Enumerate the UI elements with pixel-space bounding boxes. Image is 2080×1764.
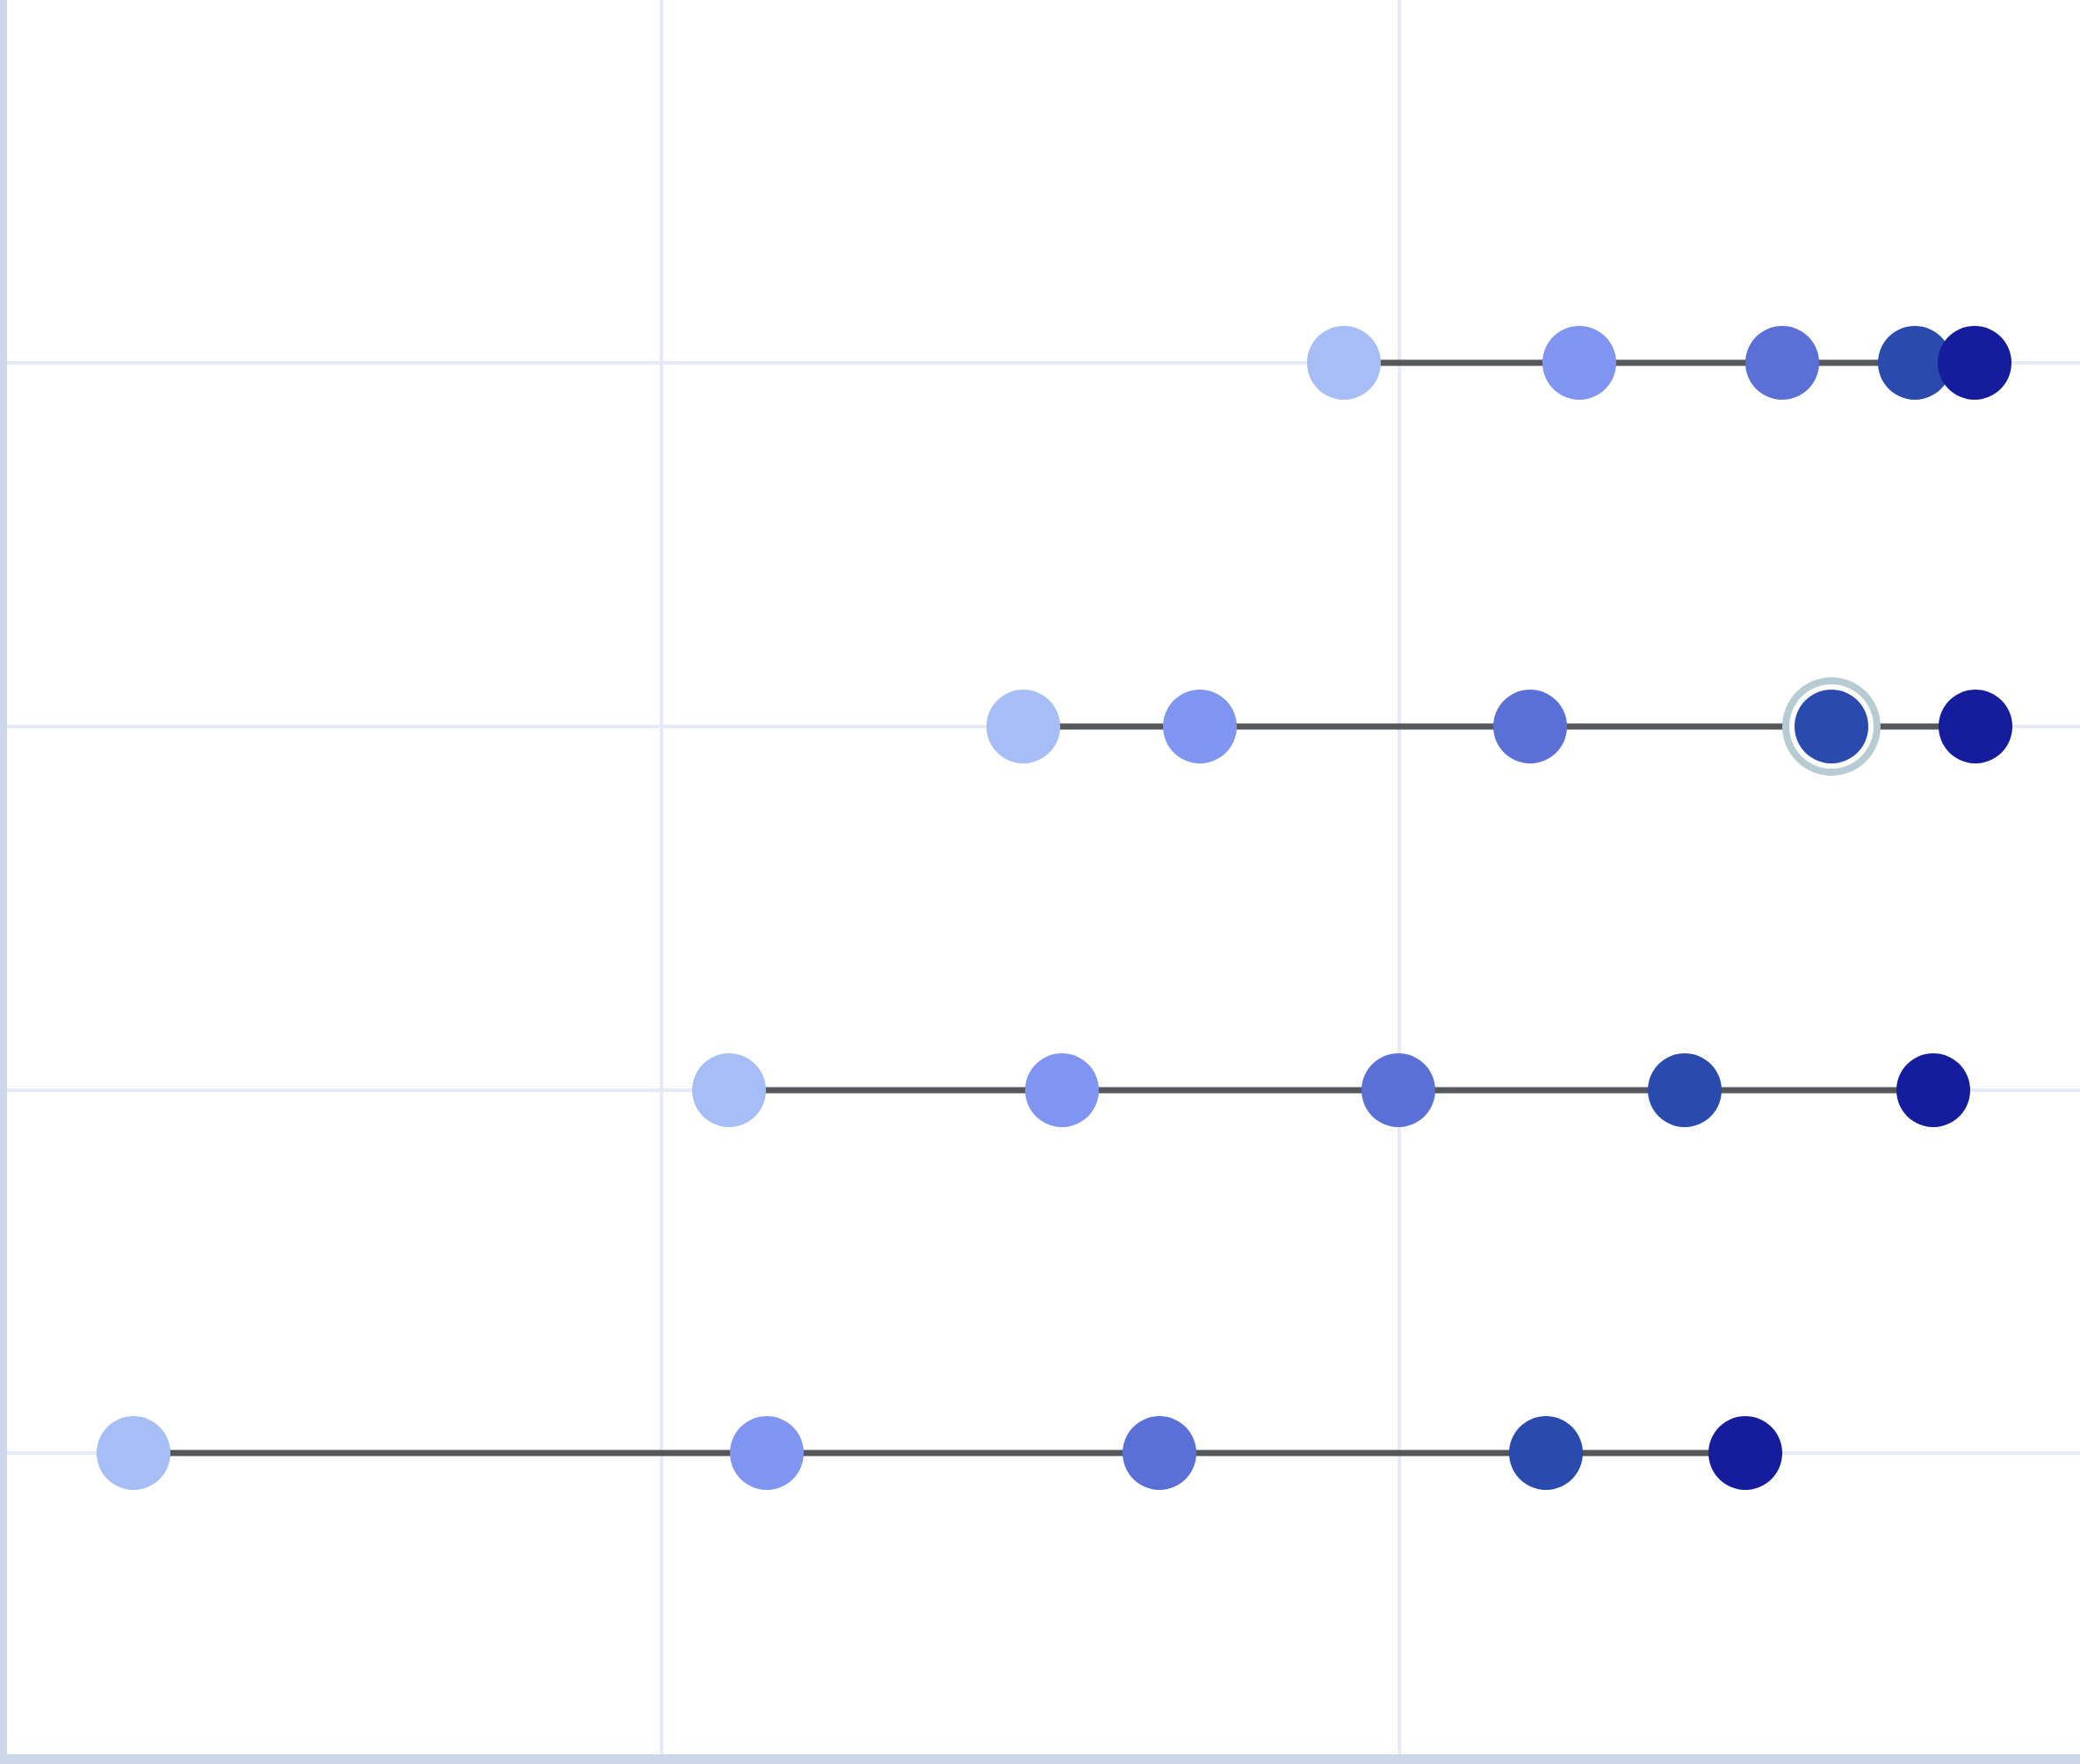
y-axis-line: [0, 0, 7, 1764]
data-point[interactable]: [1939, 690, 2012, 763]
vertical-gridline: [660, 0, 663, 1754]
data-point[interactable]: [1025, 1053, 1099, 1127]
data-point[interactable]: [730, 1416, 804, 1490]
series-connector-line: [134, 1450, 1745, 1457]
data-point[interactable]: [1938, 326, 2011, 400]
data-point[interactable]: [986, 690, 1060, 763]
vertical-gridline: [1398, 0, 1401, 1754]
series-connector-line: [729, 1087, 1933, 1094]
x-axis-line: [0, 1754, 2080, 1764]
data-point[interactable]: [1648, 1053, 1722, 1127]
data-point[interactable]: [1493, 690, 1567, 763]
data-point[interactable]: [1307, 326, 1381, 400]
data-point[interactable]: [1745, 326, 1819, 400]
data-point[interactable]: [1163, 690, 1237, 763]
data-point[interactable]: [1361, 1053, 1435, 1127]
series-connector-line: [1344, 359, 1975, 366]
data-point[interactable]: [1509, 1416, 1583, 1490]
data-point[interactable]: [1542, 326, 1616, 400]
horizontal-gridline: [7, 361, 2080, 365]
data-point[interactable]: [692, 1053, 766, 1127]
data-point-highlighted[interactable]: [1795, 690, 1868, 763]
data-point[interactable]: [1896, 1053, 1970, 1127]
data-point[interactable]: [97, 1416, 170, 1490]
data-point[interactable]: [1708, 1416, 1782, 1490]
data-point[interactable]: [1123, 1416, 1196, 1490]
